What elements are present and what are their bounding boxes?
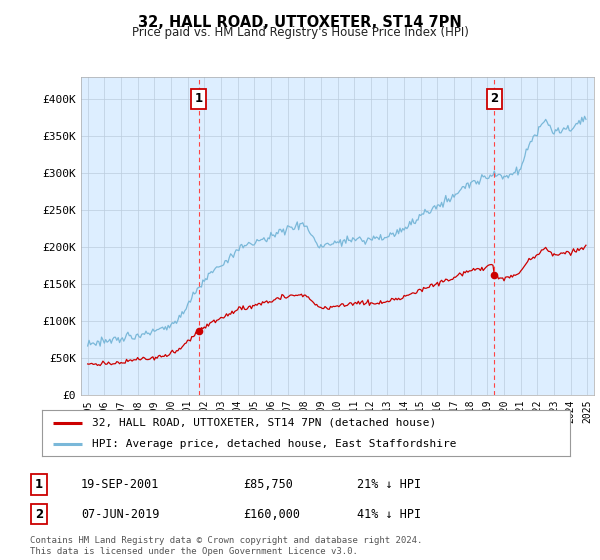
Text: £85,750: £85,750 xyxy=(243,478,293,491)
Text: HPI: Average price, detached house, East Staffordshire: HPI: Average price, detached house, East… xyxy=(92,439,457,449)
Text: 32, HALL ROAD, UTTOXETER, ST14 7PN: 32, HALL ROAD, UTTOXETER, ST14 7PN xyxy=(138,15,462,30)
Text: 32, HALL ROAD, UTTOXETER, ST14 7PN (detached house): 32, HALL ROAD, UTTOXETER, ST14 7PN (deta… xyxy=(92,418,436,428)
Text: 1: 1 xyxy=(194,92,203,105)
Text: 07-JUN-2019: 07-JUN-2019 xyxy=(81,507,160,521)
Text: 2: 2 xyxy=(35,507,43,521)
Text: 1: 1 xyxy=(35,478,43,491)
Text: Price paid vs. HM Land Registry's House Price Index (HPI): Price paid vs. HM Land Registry's House … xyxy=(131,26,469,39)
Text: Contains HM Land Registry data © Crown copyright and database right 2024.
This d: Contains HM Land Registry data © Crown c… xyxy=(30,536,422,556)
Text: 19-SEP-2001: 19-SEP-2001 xyxy=(81,478,160,491)
Text: £160,000: £160,000 xyxy=(243,507,300,521)
Text: 2: 2 xyxy=(490,92,499,105)
Text: 21% ↓ HPI: 21% ↓ HPI xyxy=(357,478,421,491)
Text: 41% ↓ HPI: 41% ↓ HPI xyxy=(357,507,421,521)
